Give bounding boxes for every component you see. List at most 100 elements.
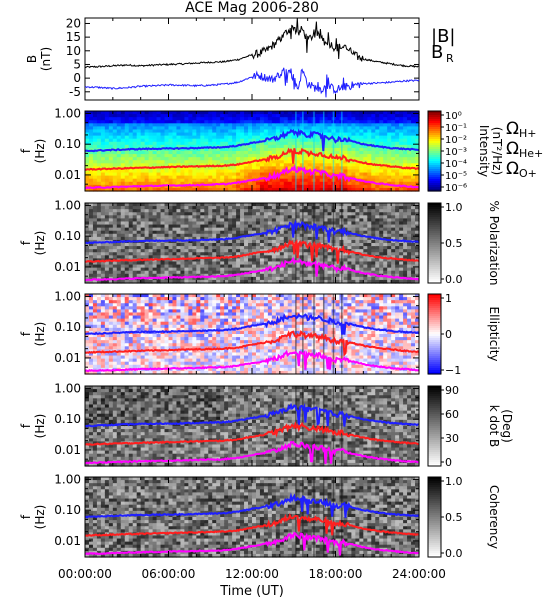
spectrogram-cell	[327, 187, 333, 192]
spectrogram-cell	[100, 135, 106, 140]
spectrogram-cell	[415, 212, 420, 216]
spectrogram-cell	[415, 154, 420, 158]
spectrogram-cell	[279, 264, 285, 269]
spectrogram-cell	[347, 181, 353, 186]
spectrogram-cell	[140, 221, 146, 226]
spectrogram-cell	[116, 315, 122, 320]
spectrogram-cell	[140, 209, 146, 213]
spectrogram-cell	[255, 187, 261, 192]
spectrogram-cell	[319, 114, 325, 118]
spectrogram-cell	[319, 163, 325, 167]
spectrogram-cell	[275, 221, 281, 226]
spectrogram-cell	[303, 270, 309, 275]
spectrogram-cell	[279, 270, 285, 275]
spectrogram-cell	[399, 267, 404, 272]
spectrogram-cell	[144, 334, 150, 338]
spectrogram-cell	[200, 270, 205, 275]
spectrogram-cell	[248, 276, 253, 281]
spectrogram-cell	[343, 184, 349, 189]
spectrogram-cell	[184, 206, 189, 210]
spectrogram-cell	[140, 215, 146, 219]
spectrogram-cell	[144, 294, 150, 298]
spectrogram-cell	[92, 370, 98, 375]
spectrogram-cell	[232, 129, 237, 134]
spectrogram-cell	[403, 172, 408, 177]
spectrogram-cell	[85, 230, 90, 235]
spectrogram-cell	[343, 144, 349, 149]
spectrogram-cell	[180, 261, 186, 266]
spectrogram-cell	[180, 270, 186, 275]
spectrogram-cell	[363, 132, 368, 137]
spectrogram-cell	[144, 346, 150, 350]
spectrogram-cell	[204, 224, 209, 229]
spectrogram-cell	[244, 261, 249, 266]
spectrogram-cell	[295, 218, 301, 223]
series-b-total	[84, 17, 420, 69]
spectrogram-cell	[240, 154, 245, 158]
spectrogram-cell	[387, 129, 392, 134]
spectrogram-cell	[359, 184, 364, 189]
spectrogram-cell	[403, 264, 408, 269]
spectrogram-cell	[184, 230, 189, 235]
spectrogram-cell	[88, 343, 94, 347]
spectrogram-cell	[192, 258, 197, 263]
spectrogram-cell	[327, 270, 333, 275]
spectrogram-cell	[343, 141, 349, 146]
spectrogram-cell	[85, 300, 90, 304]
spectrogram-cell	[232, 154, 237, 158]
spectrogram-cell	[168, 227, 174, 232]
spectrogram-cell	[104, 138, 110, 143]
spectrogram-cell	[359, 209, 364, 213]
spectrogram-cell	[204, 160, 209, 164]
spectrogram-cell	[88, 157, 94, 161]
spectrogram-cell	[200, 154, 205, 158]
spectrogram-cell	[399, 261, 404, 266]
spectrogram-cell	[136, 249, 142, 253]
spectrogram-cell	[188, 129, 193, 134]
spectrogram-cell	[232, 178, 237, 183]
spectrogram-cell	[244, 239, 249, 244]
spectrogram-cell	[371, 233, 376, 238]
spectrogram-cell	[96, 264, 102, 269]
spectrogram-cell	[96, 236, 102, 241]
spectrogram-cell	[363, 178, 368, 183]
spectrogram-cell	[303, 252, 309, 256]
spectrogram-cell	[319, 181, 325, 186]
spectrogram-cell	[240, 181, 245, 186]
spectrogram-cell	[228, 218, 233, 223]
spectrogram-cell	[267, 252, 273, 256]
spectrogram-cell	[263, 181, 269, 186]
spectrogram-cell	[85, 243, 90, 247]
spectrogram-cell	[172, 135, 178, 140]
spectrogram-cell	[252, 236, 257, 241]
spectrogram-cell	[132, 370, 138, 375]
spectrogram-cell	[327, 141, 333, 146]
spectrogram-cell	[104, 255, 110, 259]
spectrogram-cell	[112, 255, 118, 259]
spectrogram-cell	[232, 111, 237, 115]
spectrogram-cell	[303, 163, 309, 167]
spectrogram-cell	[228, 227, 233, 232]
spectrogram-cell	[307, 138, 313, 143]
spectrogram-cell	[128, 297, 134, 301]
spectrogram-cell	[347, 246, 353, 250]
spectrogram-cell	[100, 370, 106, 375]
spectrogram-cell	[327, 215, 333, 219]
spectrogram-cell	[184, 212, 189, 216]
spectrogram-cell	[403, 169, 408, 174]
spectrogram-cell	[271, 123, 277, 127]
spectrogram-cell	[88, 218, 94, 223]
spectrogram-cell	[236, 141, 241, 146]
spectrogram-cell	[275, 224, 281, 229]
spectrogram-cell	[216, 203, 221, 207]
spectrogram-cell	[323, 172, 329, 177]
spectrogram-cell	[244, 138, 249, 143]
spectrogram-cell	[112, 337, 118, 341]
spectrogram-cell	[200, 184, 205, 189]
colorbar-cell	[428, 209, 441, 212]
spectrogram-cell	[343, 252, 349, 256]
spectrogram-cell	[144, 358, 150, 363]
spectrogram-cell	[140, 178, 146, 183]
spectrogram-cell	[391, 252, 396, 256]
spectrogram-cell	[303, 132, 309, 137]
